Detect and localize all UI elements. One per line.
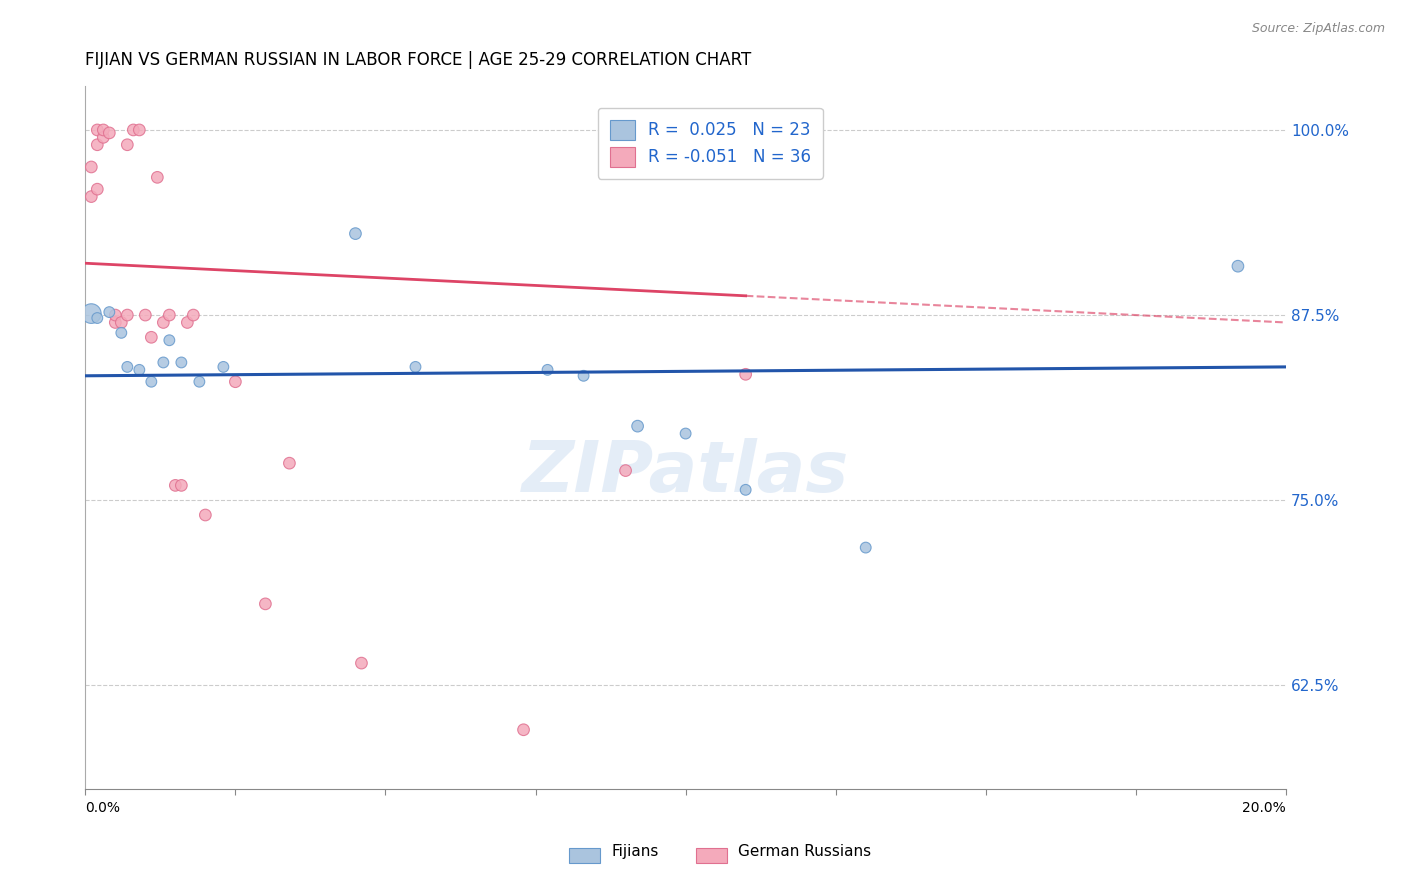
Point bbox=[117, 308, 139, 322]
Point bbox=[86, 311, 108, 326]
Point bbox=[224, 375, 246, 389]
Point bbox=[122, 123, 145, 137]
Point bbox=[626, 419, 648, 434]
Point bbox=[734, 483, 756, 497]
Text: Fijians: Fijians bbox=[612, 845, 659, 859]
Point bbox=[128, 363, 150, 377]
Point bbox=[91, 130, 114, 145]
Point bbox=[80, 189, 103, 203]
Point bbox=[278, 456, 301, 470]
Point bbox=[80, 160, 103, 174]
Point bbox=[104, 308, 127, 322]
Point bbox=[134, 308, 156, 322]
Text: ZIPatlas: ZIPatlas bbox=[522, 438, 849, 507]
Point bbox=[572, 368, 595, 383]
Point bbox=[80, 307, 103, 321]
Point bbox=[157, 333, 180, 347]
Point bbox=[117, 137, 139, 152]
Point bbox=[188, 375, 211, 389]
Point bbox=[212, 359, 235, 374]
Point bbox=[141, 330, 163, 344]
Point bbox=[254, 597, 277, 611]
Point bbox=[170, 355, 193, 369]
Point bbox=[405, 359, 427, 374]
Point bbox=[152, 316, 174, 330]
Point bbox=[152, 355, 174, 369]
Point bbox=[350, 656, 373, 670]
Text: 20.0%: 20.0% bbox=[1243, 801, 1286, 814]
Point bbox=[165, 478, 187, 492]
Point bbox=[675, 426, 697, 441]
Point bbox=[98, 126, 121, 140]
Point bbox=[141, 375, 163, 389]
Text: German Russians: German Russians bbox=[738, 845, 872, 859]
Text: 0.0%: 0.0% bbox=[86, 801, 121, 814]
Legend: R =  0.025   N = 23, R = -0.051   N = 36: R = 0.025 N = 23, R = -0.051 N = 36 bbox=[598, 108, 823, 178]
Point bbox=[128, 123, 150, 137]
Point bbox=[86, 123, 108, 137]
Point bbox=[157, 308, 180, 322]
Point bbox=[91, 123, 114, 137]
Point bbox=[86, 182, 108, 196]
Text: Source: ZipAtlas.com: Source: ZipAtlas.com bbox=[1251, 22, 1385, 36]
Point bbox=[536, 363, 558, 377]
Point bbox=[614, 464, 637, 478]
Point bbox=[734, 368, 756, 382]
Point bbox=[855, 541, 877, 555]
Point bbox=[86, 137, 108, 152]
Point bbox=[104, 316, 127, 330]
Point bbox=[176, 316, 198, 330]
Point bbox=[194, 508, 217, 522]
Point bbox=[170, 478, 193, 492]
Point bbox=[183, 308, 205, 322]
Point bbox=[110, 326, 132, 340]
Point bbox=[512, 723, 534, 737]
Point bbox=[117, 359, 139, 374]
Point bbox=[146, 170, 169, 185]
Point bbox=[98, 305, 121, 319]
Text: FIJIAN VS GERMAN RUSSIAN IN LABOR FORCE | AGE 25-29 CORRELATION CHART: FIJIAN VS GERMAN RUSSIAN IN LABOR FORCE … bbox=[86, 51, 752, 69]
Point bbox=[344, 227, 367, 241]
Point bbox=[1226, 259, 1249, 273]
Point bbox=[110, 316, 132, 330]
